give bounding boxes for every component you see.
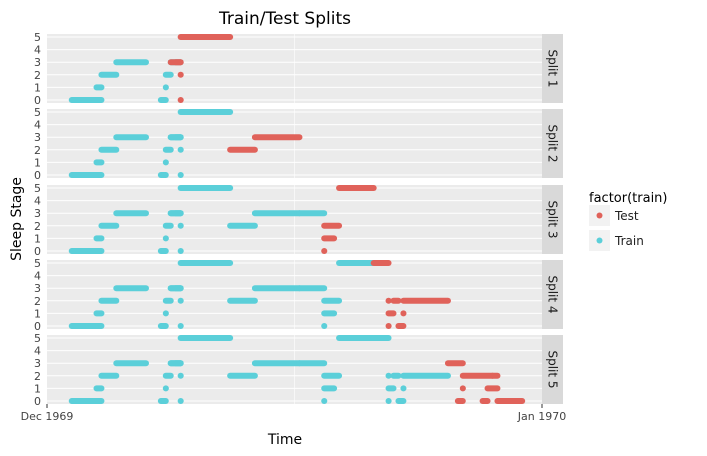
facet-strip [542,260,563,329]
y-tick-label: 0 [34,245,41,258]
x-tick-label: Jan 1970 [517,410,566,423]
y-tick-label: 3 [34,56,41,69]
y-tick-label: 3 [34,282,41,295]
y-tick-label: 2 [34,370,41,383]
y-tick-label: 2 [34,144,41,157]
y-tick-label: 4 [34,345,41,358]
y-tick-label: 2 [34,295,41,308]
y-tick-label: 2 [34,220,41,233]
y-tick-label: 4 [34,119,41,132]
facet-strip [542,109,563,178]
y-tick-label: 4 [34,270,41,283]
facet-strip [542,185,563,254]
y-tick-label: 3 [34,207,41,220]
y-tick-label: 3 [34,131,41,144]
facet-strip-label: Split 3 [546,200,560,238]
chart-title: Train/Test Splits [218,9,351,29]
y-tick-label: 4 [34,195,41,208]
y-tick-label: 0 [34,169,41,182]
y-tick-label: 5 [34,257,41,270]
y-tick-label: 5 [34,332,41,345]
y-tick-label: 1 [34,156,41,169]
y-tick-label: 0 [34,320,41,333]
legend-marker [596,212,603,219]
y-tick-label: 4 [34,44,41,57]
legend-marker [596,237,603,244]
facet-strip [542,34,563,103]
legend-title: factor(train) [589,191,668,206]
y-tick-label: 3 [34,357,41,370]
y-tick-label: 2 [34,69,41,82]
x-tick-label: Dec 1969 [21,410,74,423]
y-tick-label: 5 [34,31,41,44]
facet-strip [542,335,563,404]
legend-entry-label: Train [614,234,644,248]
facet-strip-label: Split 5 [546,350,560,388]
facet-strip-label: Split 2 [546,124,560,162]
y-tick-label: 1 [34,307,41,320]
x-axis-label: Time [267,432,302,448]
y-tick-label: 1 [34,232,41,245]
legend: factor(train) Test Train [589,191,668,251]
y-tick-label: 5 [34,182,41,195]
y-tick-label: 1 [34,81,41,94]
y-tick-label: 0 [34,395,41,408]
x-axis: Dec 1969 Jan 1970 [21,404,566,423]
y-tick-label: 0 [34,94,41,107]
y-axis-label: Sleep Stage [9,177,25,261]
facet-strip-label: Split 4 [546,275,560,313]
facet-strip-label: Split 1 [546,49,560,87]
y-tick-label: 1 [34,382,41,395]
y-tick-label: 5 [34,106,41,119]
legend-entry-label: Test [614,209,639,223]
